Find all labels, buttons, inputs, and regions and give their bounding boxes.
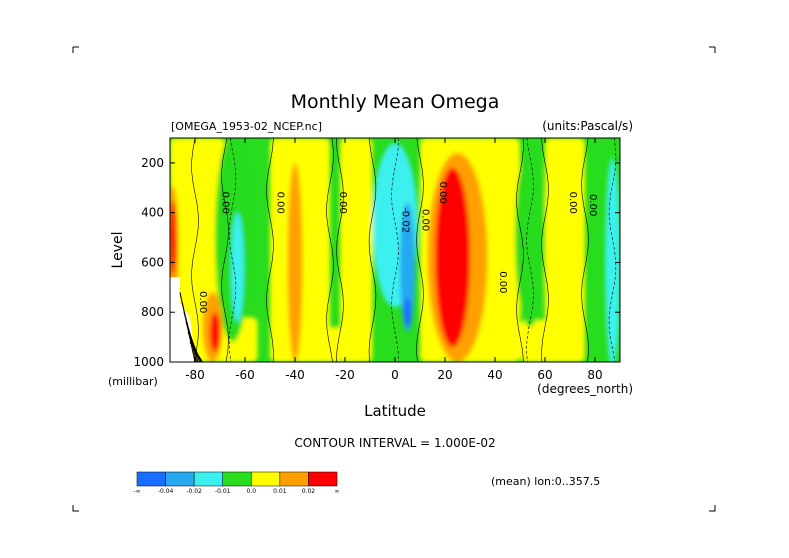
contour-interval-label: CONTOUR INTERVAL = 1.000E-02 <box>294 436 495 450</box>
contour-label: 0.00 <box>437 182 448 204</box>
cyan-blob-north <box>605 157 620 362</box>
y-tick-label: 1000 <box>133 355 164 369</box>
contour-line-2 <box>266 138 274 362</box>
orange-tongue-south <box>287 162 303 362</box>
colorbar-swatch <box>136 471 166 487</box>
colorbar: -∞ -0.04 -0.02 -0.01 0.0 0.01 0.02 ∞ <box>133 471 340 495</box>
colorbar-label: 0.02 <box>302 488 316 495</box>
contour-line-dashed-0 <box>228 138 237 362</box>
contour-lines <box>170 138 617 362</box>
red-blob-south-edge <box>170 200 177 275</box>
contour-line-4 <box>336 138 344 362</box>
x-units-label: (degrees_north) <box>537 382 633 396</box>
contour-field: 0.00 0.00 0.00 -0.02 0.00 0.00 0.00 0.00 0.00 0.0… <box>170 138 620 362</box>
y-tick-label: 800 <box>141 305 164 319</box>
contour-label: 0.00 <box>587 194 598 216</box>
contour-line-6 <box>416 138 424 362</box>
contour-label: 0.00 <box>567 192 578 214</box>
y-tick-label: 400 <box>141 206 164 220</box>
colorbar-label: 0.01 <box>273 488 287 495</box>
contour-line-dashed-2 <box>526 138 534 362</box>
red-core-tropics <box>435 167 470 348</box>
contour-label: -0.02 <box>400 207 411 233</box>
colorbar-label: -0.04 <box>158 488 174 495</box>
cyan-blob-south <box>231 212 244 323</box>
terrain-mask <box>170 277 195 362</box>
contour-label: 0.00 <box>220 192 231 214</box>
colorbar-label: 0.0 <box>247 488 257 495</box>
y-axis: 200 400 600 800 1000 <box>133 156 620 369</box>
contour-label: 0.00 <box>337 192 348 214</box>
colorbar-label: -0.01 <box>215 488 231 495</box>
colorbar-swatch <box>222 471 252 487</box>
blue-tongue-tropics <box>400 202 415 333</box>
yellow-band-bottom-north <box>520 319 570 362</box>
contour-line-5 <box>368 138 377 362</box>
colorbar-swatch <box>165 471 195 487</box>
deep-blue-spot <box>403 297 412 328</box>
corner-mark-bottom-left <box>72 505 79 512</box>
contour-label: 0.00 <box>420 209 431 231</box>
contour-label: 0.00 <box>275 192 286 214</box>
mean-label: (mean) lon:0..357.5 <box>491 475 600 488</box>
contour-line-7 <box>516 138 524 362</box>
x-axis-label: Latitude <box>364 402 426 420</box>
dataset-label: [OMEGA_1953-02_NCEP.nc] <box>171 120 322 133</box>
green-blob-north <box>515 147 545 328</box>
x-tick-label: 60 <box>537 368 552 382</box>
x-tick-label: -20 <box>335 368 355 382</box>
units-label: (units:Pascal/s) <box>542 119 633 133</box>
x-axis: -80 -60 -40 -20 0 20 40 60 80 <box>185 138 603 382</box>
contour-line-dashed-1 <box>391 138 399 362</box>
colorbar-swatch <box>251 471 281 487</box>
corner-mark-top-right <box>709 46 716 53</box>
red-blob-south-low <box>210 312 220 353</box>
contour-line-8 <box>541 138 549 362</box>
contour-line-3 <box>326 138 334 362</box>
colorbar-swatch <box>193 471 223 487</box>
colorbar-swatch <box>279 471 309 487</box>
x-tick-label: 40 <box>487 368 502 382</box>
x-tick-label: -60 <box>235 368 255 382</box>
x-tick-label: -80 <box>185 368 205 382</box>
contour-labels: 0.00 0.00 0.00 -0.02 0.00 0.00 0.00 0.00 0.00 0.0… <box>197 182 598 314</box>
colorbar-label: -∞ <box>133 488 140 495</box>
colorbar-swatch <box>308 471 338 487</box>
x-tick-label: -40 <box>285 368 305 382</box>
contour-line-0 <box>191 138 199 362</box>
corner-mark-top-left <box>72 46 79 53</box>
yellow-band-subtropics-south <box>340 138 373 362</box>
x-tick-label: 20 <box>437 368 452 382</box>
y-axis-label: Level <box>110 232 126 269</box>
x-tick-label: 0 <box>391 368 399 382</box>
x-tick-label: 80 <box>587 368 602 382</box>
chart-title: Monthly Mean Omega <box>291 91 500 113</box>
y-units-label: (millibar) <box>108 375 158 388</box>
colorbar-label: ∞ <box>335 488 340 495</box>
colorbar-label: -0.02 <box>186 488 202 495</box>
corner-marks <box>72 46 716 512</box>
corner-mark-bottom-right <box>709 505 716 512</box>
yellow-band-polar-north <box>545 138 585 362</box>
y-tick-label: 600 <box>141 255 164 269</box>
contour-line-1 <box>221 138 229 362</box>
contour-line-dashed-3 <box>608 138 617 362</box>
contour-label: 0.00 <box>197 291 208 313</box>
y-tick-label: 200 <box>141 156 164 170</box>
contour-label: 0.00 <box>497 271 508 293</box>
contour-line-9 <box>581 138 589 362</box>
